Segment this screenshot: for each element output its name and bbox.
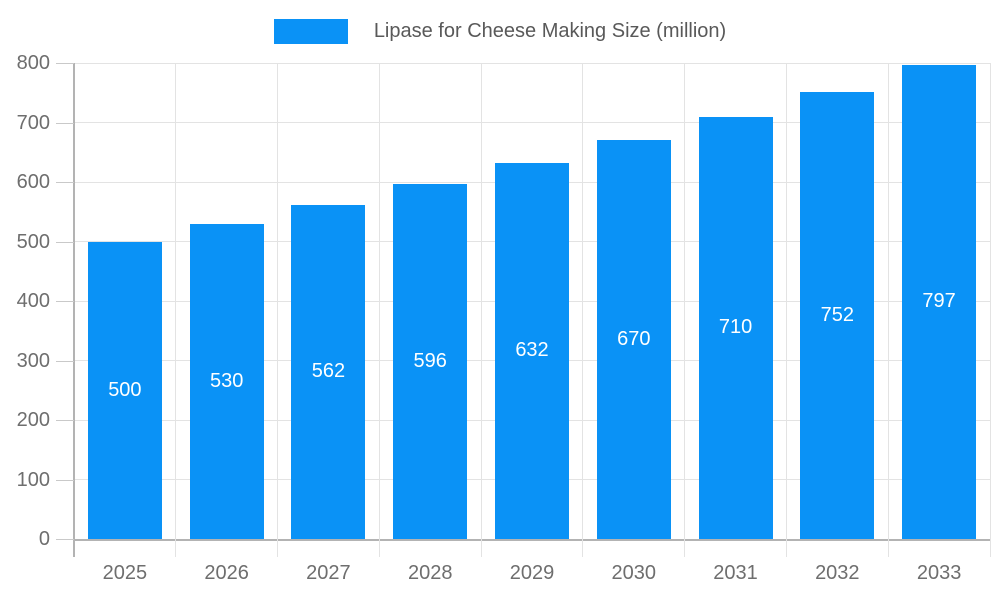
y-tick-label: 200 [16,409,50,431]
x-gridline [887,63,889,557]
x-tick-label-2032: 2032 [815,562,860,584]
bar-value-label: 797 [922,290,956,313]
y-gridline [74,122,990,123]
y-axis-line [73,63,75,557]
x-axis-line [74,539,990,541]
y-tick-mark [56,420,74,421]
bar-2029[interactable]: 632 [495,162,569,539]
y-tick-mark [56,479,74,481]
y-tick-label: 700 [16,111,50,134]
bar-2025[interactable]: 500 [87,241,162,539]
bar-2026[interactable]: 530 [189,223,264,539]
bar-value-label: 632 [515,339,549,362]
bar-2031[interactable]: 710 [698,116,773,539]
x-tick-label-2026: 2026 [204,562,249,584]
x-gridline [175,63,177,557]
bar-2027[interactable]: 562 [291,204,366,539]
y-tick-mark [56,122,74,124]
bar-2030[interactable]: 670 [596,140,671,539]
bar-2028[interactable]: 596 [393,184,468,539]
plot-area: 500 530 562 596 632 670 710 752 797 [73,62,991,557]
y-tick-label: 300 [16,349,50,372]
bar-value-label: 562 [311,360,346,383]
x-tick-label-2033: 2033 [916,562,962,584]
bar-value-label: 670 [617,328,651,351]
y-tick-label: 400 [16,290,50,312]
x-tick-label-2025: 2025 [102,562,148,584]
bar-value-label: 500 [108,378,142,401]
x-tick-label-2027: 2027 [306,562,351,584]
y-tick-mark [56,241,74,243]
y-tick-label: 0 [38,528,50,550]
x-gridline [480,63,482,557]
y-tick-label: 100 [16,468,50,491]
x-tick-label-2028: 2028 [407,562,453,584]
x-gridline [989,63,991,557]
legend-color-swatch [273,18,348,44]
x-tick-label-2031: 2031 [713,562,758,584]
legend-label: Lipase for Cheese Making Size (million) [373,19,727,42]
x-gridline [277,63,279,557]
bar-value-label: 596 [413,350,447,373]
bar-2032[interactable]: 752 [800,91,875,539]
bar-value-label: 752 [820,303,855,326]
y-tick-label: 800 [16,52,50,74]
x-gridline [582,63,584,557]
bar-value-label: 530 [209,369,244,392]
x-gridline [785,63,787,557]
y-tick-mark [56,539,74,540]
y-tick-label: 600 [16,171,50,193]
y-tick-mark [56,301,74,302]
bar-value-label: 710 [718,316,753,339]
y-tick-mark [56,360,74,362]
bar-2033[interactable]: 797 [902,64,977,539]
x-tick-label-2029: 2029 [509,562,555,584]
x-gridline [684,63,686,557]
y-tick-mark [56,182,74,183]
y-tick-label: 500 [16,230,50,253]
y-tick-mark [56,63,74,64]
chart-legend[interactable]: Lipase for Cheese Making Size (million) [0,18,1000,44]
x-tick-label-2030: 2030 [611,562,657,584]
x-gridline [378,63,380,557]
y-gridline [74,62,990,64]
